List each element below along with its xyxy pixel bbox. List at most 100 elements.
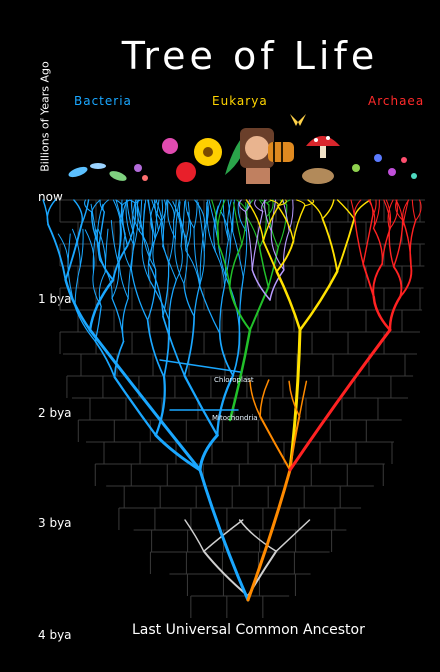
tiger-icon: [268, 142, 294, 162]
bacteria-branch: [153, 199, 159, 231]
bacteria-branch: [203, 199, 209, 229]
bacteria-branch: [112, 244, 129, 281]
protist-branch: [238, 199, 246, 212]
bacteria-branch: [197, 201, 205, 252]
bacteria-branch: [147, 262, 164, 318]
bacteria-branch: [134, 199, 141, 207]
bacteria-branch: [73, 199, 83, 226]
eukarya-branch: [336, 199, 355, 220]
bacteria-branch: [151, 199, 162, 222]
bacteria-branch: [121, 297, 129, 343]
eukarya-trunk: [288, 328, 302, 472]
bacteria-branch: [79, 228, 84, 267]
plant-branch: [267, 246, 279, 288]
bacteria-branch: [172, 201, 182, 247]
bacteria-branch: [180, 201, 186, 247]
eukarya-branch: [277, 199, 287, 207]
archaea-branch: [393, 228, 403, 268]
bacteria-branch: [121, 205, 129, 247]
bacteria-branch: [150, 199, 158, 232]
archaea-branch: [362, 215, 374, 265]
bacteria-branch: [154, 433, 202, 472]
bacteria-branch: [139, 199, 143, 232]
bacteria-branch: [154, 199, 160, 240]
archaea-branch: [385, 199, 392, 230]
bacteria-branch: [96, 203, 104, 261]
protist-branch: [283, 230, 290, 271]
bacteria-branch: [98, 244, 115, 281]
bacteria-branch: [225, 276, 241, 334]
tick-now: now: [38, 190, 63, 204]
bacteria-branch: [214, 251, 226, 287]
orange-branch: [259, 379, 270, 418]
orange-branch: [288, 380, 301, 418]
archaea-trunk: [288, 328, 392, 472]
archaea-branch: [372, 295, 392, 332]
archaea-branch: [409, 219, 417, 268]
eukarya-branch: [275, 240, 295, 273]
brick-background: [59, 199, 425, 618]
eukarya-branch: [292, 205, 306, 242]
eukarya-branch: [307, 199, 324, 220]
bacteria-branch: [238, 276, 244, 334]
bacteria-branch: [118, 245, 129, 299]
domain-label-eukarya: Eukarya: [212, 94, 268, 108]
bacteria-branch: [47, 223, 67, 281]
bacteria-branch: [193, 227, 201, 285]
bacteria-branch: [64, 278, 92, 332]
butterfly-icon: [290, 114, 306, 126]
protist-branch: [270, 230, 285, 271]
eukarya-branch: [262, 240, 278, 273]
bacteria-branch: [227, 199, 232, 241]
bacteria-branch: [177, 211, 187, 252]
bacteria-branch: [174, 238, 185, 285]
archaea-branch: [362, 263, 375, 298]
eukarya-branch: [353, 199, 371, 220]
illustration-strip: [60, 114, 430, 190]
archaea-branch: [399, 265, 413, 298]
bacteria-branch: [98, 271, 106, 307]
eukarya-branch: [321, 217, 339, 273]
archaea-branch: [415, 199, 422, 222]
bacteria-branch: [193, 283, 201, 318]
root-branch: [275, 519, 311, 553]
bacteria-branch: [183, 283, 195, 318]
eukarya-branch: [296, 199, 306, 207]
bacteria-branch: [175, 245, 183, 281]
orange-branch: [249, 379, 261, 418]
domain-label-archaea: Archaea: [368, 94, 425, 108]
archaea-branch: [388, 228, 395, 268]
archaea-branch: [372, 263, 384, 298]
bacteria-branch: [185, 201, 190, 240]
bacteria-branch: [216, 374, 235, 437]
protist-branch: [261, 199, 267, 212]
bacteria-branch: [72, 228, 81, 267]
bacteria-branch: [148, 230, 154, 264]
bacteria-branch: [183, 374, 219, 437]
archaea-branch: [402, 199, 410, 222]
bacteria-branch: [213, 205, 219, 253]
protist-branch: [269, 269, 285, 301]
bacteria-branch: [46, 199, 57, 226]
bacteria-branch: [168, 220, 175, 264]
tick-2bya: 2 bya: [38, 406, 72, 420]
plant-branch: [268, 204, 279, 249]
eukarya-branch: [269, 199, 279, 207]
archaea-branch: [353, 199, 362, 217]
bacteria-branch: [157, 199, 164, 231]
bacteria-branch: [198, 284, 221, 334]
bacteria-branch: [232, 231, 244, 278]
chloroplast-label: Chloroplast: [214, 376, 254, 384]
bacteria-branch: [166, 199, 176, 240]
plant-branch: [277, 204, 288, 249]
orange-branch: [289, 415, 301, 471]
eukarya-branch: [276, 205, 295, 242]
bacteria-branch: [146, 319, 165, 378]
bacteria-branch: [148, 279, 170, 321]
bacteria-branch: [94, 340, 116, 378]
eukarya-branch: [262, 199, 284, 242]
bacteria-branch: [162, 262, 170, 318]
bacteria-branch: [90, 211, 100, 247]
bacteria-branch: [141, 238, 150, 281]
bacteria-branch: [98, 211, 105, 247]
